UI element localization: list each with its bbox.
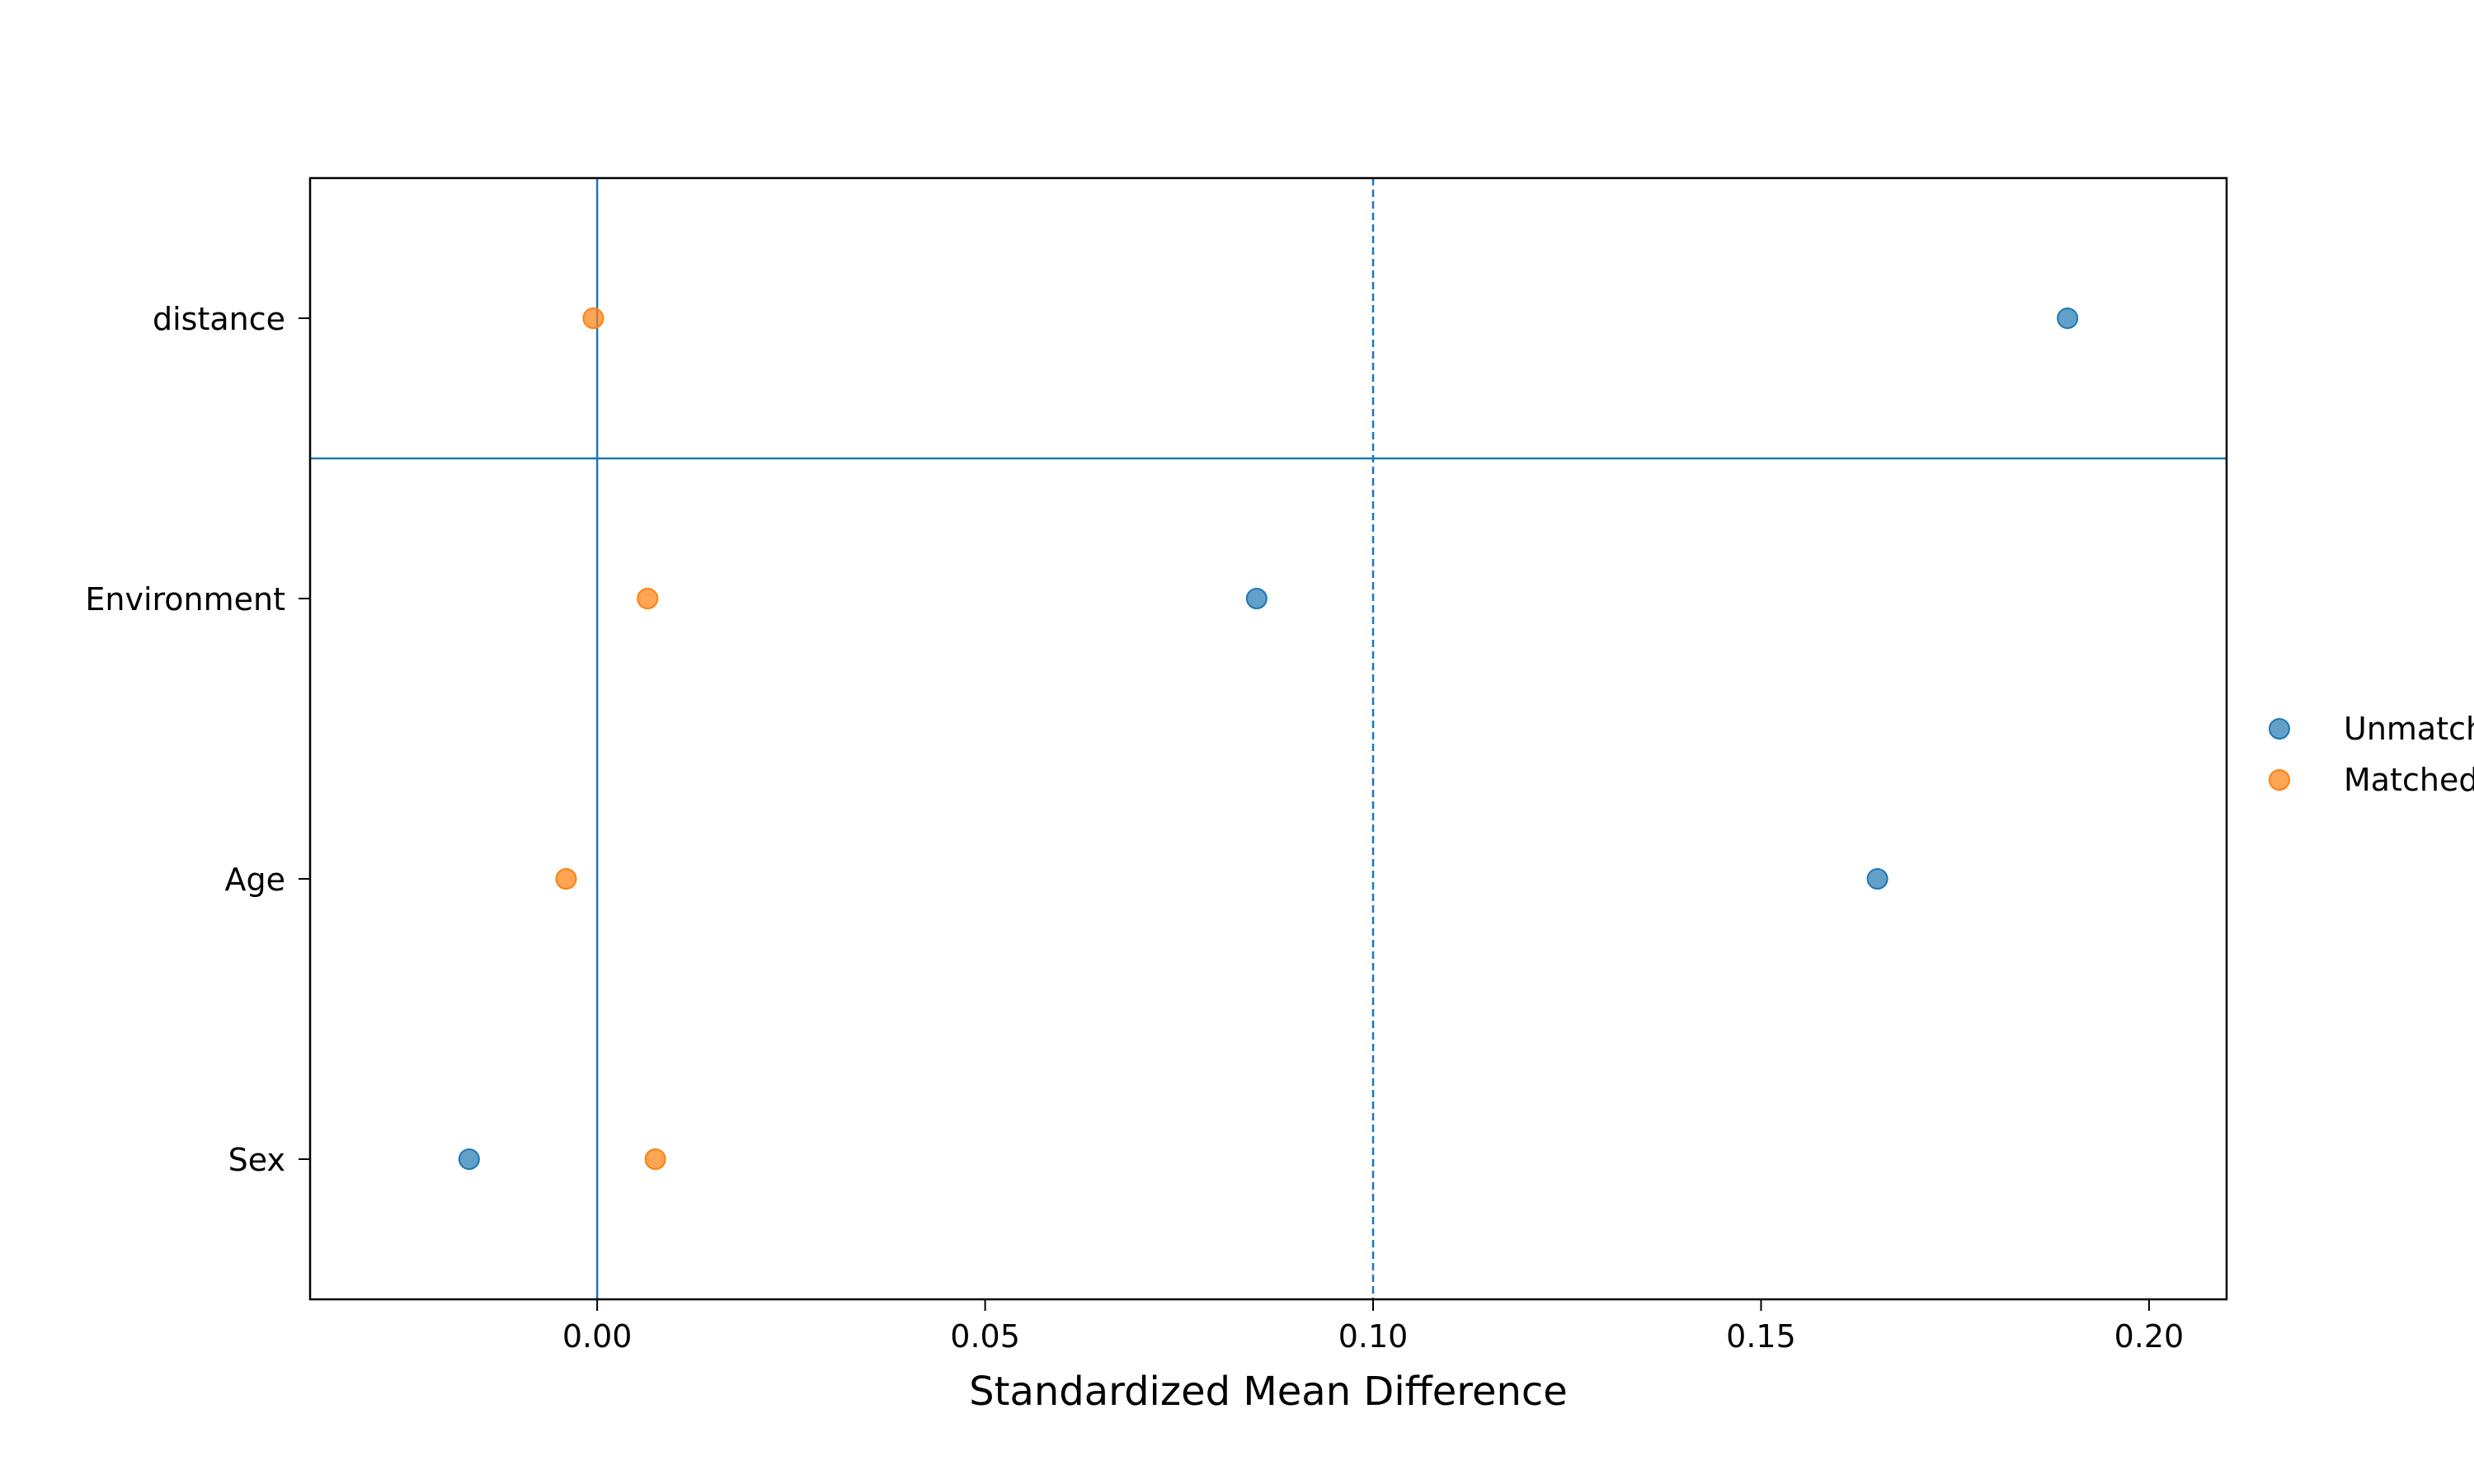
- point-matched-sex: [644, 1148, 666, 1170]
- x-axis-title: Standardized Mean Difference: [969, 1369, 1568, 1415]
- point-unmatched-age: [1866, 868, 1888, 890]
- y-tick-label: Sex: [228, 1142, 285, 1178]
- point-unmatched-sex: [458, 1148, 480, 1170]
- legend: Unmatched Matched: [2269, 711, 2474, 798]
- reference-lines: [310, 178, 2227, 1299]
- point-matched-environment: [637, 588, 659, 609]
- legend-marker-matched: [2269, 769, 2290, 791]
- legend-label-unmatched: Unmatched: [2344, 711, 2474, 747]
- x-tick-label: 0.05: [950, 1318, 1020, 1355]
- point-matched-distance: [582, 308, 604, 329]
- y-tick-label: distance: [153, 301, 285, 337]
- point-matched-age: [555, 868, 577, 890]
- point-unmatched-distance: [2057, 308, 2079, 329]
- x-tick-label: 0.00: [562, 1318, 633, 1355]
- y-axis-ticks: Sex Age Environment distance: [85, 301, 310, 1178]
- plot-frame: [308, 176, 2228, 1301]
- legend-label-matched: Matched: [2344, 762, 2474, 798]
- x-tick-label: 0.15: [1726, 1318, 1796, 1355]
- data-points: [458, 308, 2079, 1170]
- x-axis-ticks: 0.00 0.05 0.10 0.15 0.20: [562, 1299, 2184, 1355]
- legend-marker-unmatched: [2269, 718, 2290, 740]
- y-tick-label: Environment: [85, 581, 285, 618]
- y-tick-label: Age: [225, 862, 286, 898]
- point-unmatched-environment: [1245, 588, 1268, 609]
- x-tick-label: 0.10: [1338, 1318, 1409, 1355]
- x-tick-label: 0.20: [2114, 1318, 2185, 1355]
